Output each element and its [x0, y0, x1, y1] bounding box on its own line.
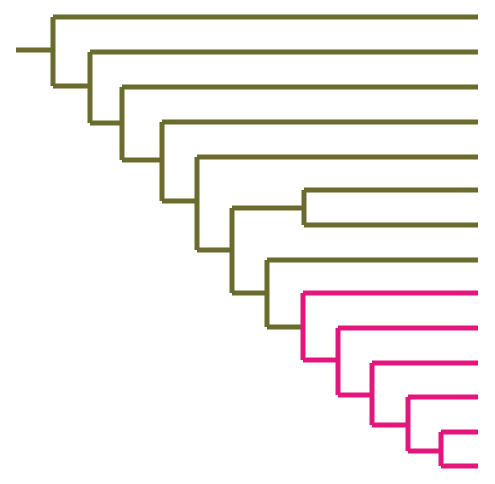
- magenta-clade-branches: [300, 290, 478, 469]
- olive-branches: [16, 14, 478, 330]
